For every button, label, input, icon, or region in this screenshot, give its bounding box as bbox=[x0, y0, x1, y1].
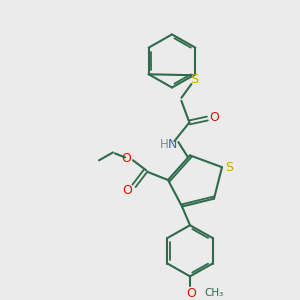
Text: CH₃: CH₃ bbox=[204, 288, 223, 298]
Text: N: N bbox=[168, 138, 177, 151]
Text: O: O bbox=[121, 152, 131, 165]
Text: O: O bbox=[186, 286, 196, 300]
Text: H: H bbox=[160, 138, 169, 151]
Text: O: O bbox=[122, 184, 132, 197]
Text: O: O bbox=[209, 111, 219, 124]
Text: S: S bbox=[190, 73, 198, 86]
Text: S: S bbox=[225, 161, 233, 174]
